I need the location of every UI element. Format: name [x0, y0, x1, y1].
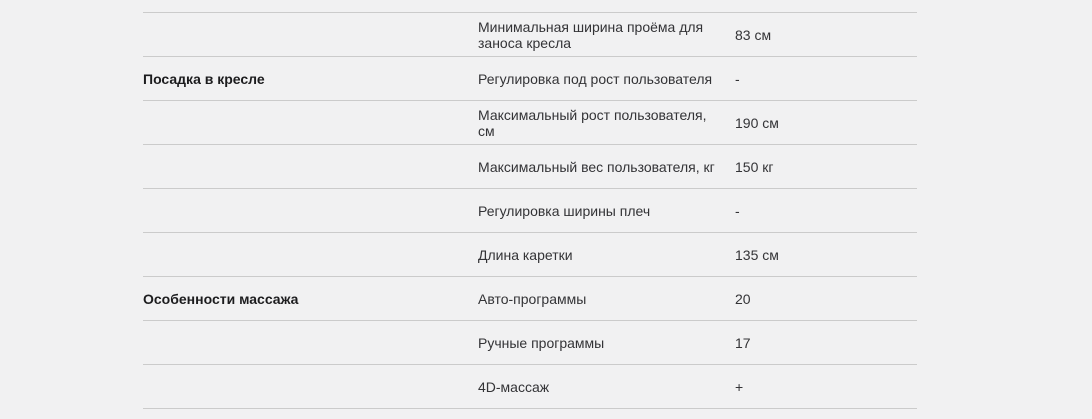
section-label: Особенности массажа [143, 290, 299, 307]
parameter-value: 150 кг [735, 158, 774, 175]
table-row: Максимальный рост пользователя, см 190 с… [143, 100, 917, 144]
parameter-value: 20 [735, 290, 751, 307]
parameter-label: 4D-массаж [478, 378, 550, 395]
parameter-value: - [735, 70, 740, 87]
parameter-value: + [735, 378, 744, 395]
parameter-label: Длина каретки [478, 246, 573, 263]
parameter-value: 190 см [735, 114, 779, 131]
table-row: Длина каретки 135 см [143, 232, 917, 276]
table-row: Особенности массажа Авто-программы 20 [143, 276, 917, 320]
table-row: Максимальный вес пользователя, кг 150 кг [143, 144, 917, 188]
specifications-table: Минимальная ширина проёма для заноса кре… [143, 12, 917, 409]
parameter-label: Минимальная ширина проёма для заноса кре… [478, 18, 704, 51]
section-label: Посадка в кресле [143, 70, 265, 87]
parameter-value: 135 см [735, 246, 779, 263]
parameter-value: 83 см [735, 26, 772, 43]
table-row: Ручные программы 17 [143, 320, 917, 364]
parameter-label: Максимальный рост пользователя, см [478, 106, 707, 139]
parameter-label: Максимальный вес пользователя, кг [478, 158, 715, 175]
parameter-label: Регулировка под рост пользователя [478, 70, 713, 87]
parameter-value: 17 [735, 334, 751, 351]
parameter-value: - [735, 202, 740, 219]
table-row: Посадка в кресле Регулировка под рост по… [143, 56, 917, 100]
parameter-label: Авто-программы [478, 290, 587, 307]
table-row: Минимальная ширина проёма для заноса кре… [143, 12, 917, 56]
parameter-label: Ручные программы [478, 334, 605, 351]
table-row: Регулировка ширины плеч - [143, 188, 917, 232]
parameter-label: Регулировка ширины плеч [478, 202, 651, 219]
table-row: 4D-массаж + [143, 364, 917, 408]
